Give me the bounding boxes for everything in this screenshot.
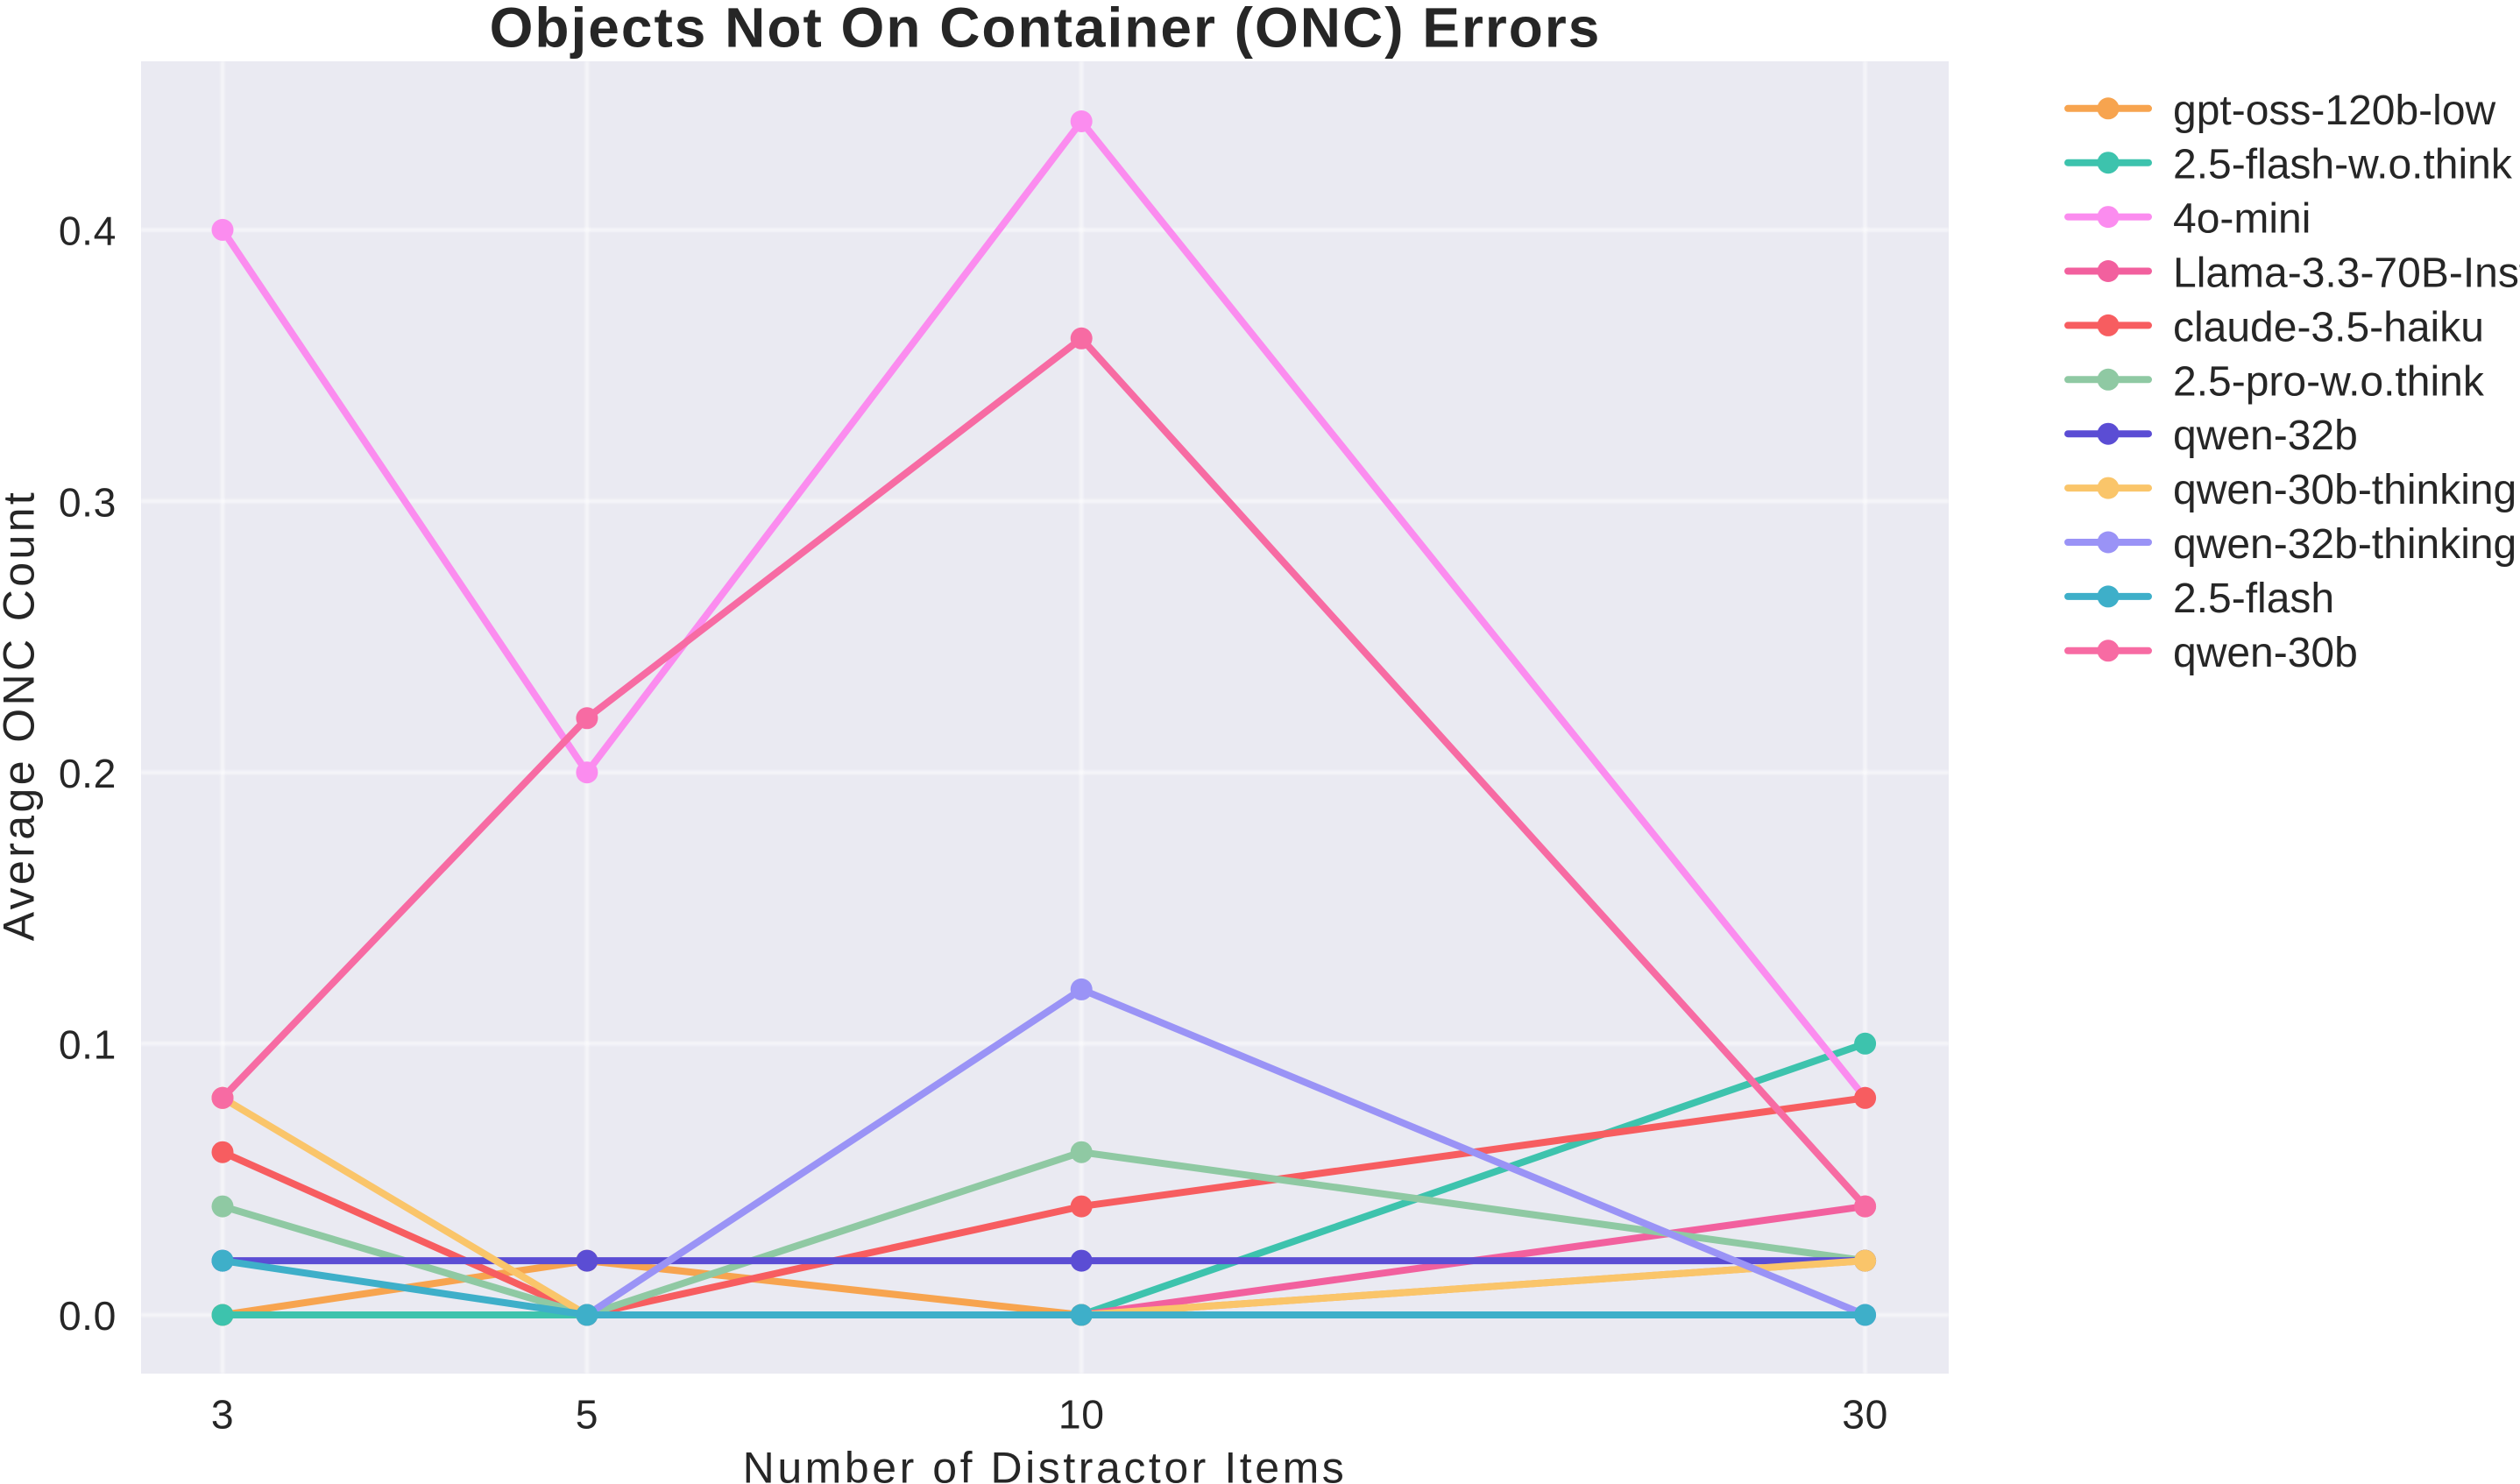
svg-text:claude-3.5-haiku: claude-3.5-haiku	[2173, 304, 2484, 350]
svg-text:Llama-3.3-70B-Instruct: Llama-3.3-70B-Instruct	[2173, 251, 2520, 297]
svg-text:2.5-pro-w.o.think: 2.5-pro-w.o.think	[2173, 358, 2485, 405]
svg-text:0.0: 0.0	[59, 1293, 117, 1339]
svg-text:Objects Not On Container (ONC): Objects Not On Container (ONC) Errors	[490, 0, 1602, 60]
svg-text:0.4: 0.4	[59, 208, 117, 254]
svg-text:0.3: 0.3	[59, 479, 117, 525]
svg-text:5: 5	[576, 1392, 598, 1438]
svg-text:2.5-flash-w.o.think: 2.5-flash-w.o.think	[2173, 142, 2513, 188]
svg-text:4o-mini: 4o-mini	[2173, 196, 2311, 243]
svg-text:qwen-32b-thinking: qwen-32b-thinking	[2173, 521, 2516, 568]
svg-text:qwen-30b: qwen-30b	[2173, 630, 2358, 676]
svg-text:Average ONC Count: Average ONC Count	[0, 490, 44, 941]
svg-text:3: 3	[211, 1392, 234, 1438]
svg-text:gpt-oss-120b-low: gpt-oss-120b-low	[2173, 88, 2496, 134]
svg-text:30: 30	[1842, 1392, 1888, 1438]
svg-text:2.5-flash: 2.5-flash	[2173, 576, 2334, 622]
svg-text:10: 10	[1058, 1392, 1105, 1438]
svg-text:0.2: 0.2	[59, 751, 117, 796]
svg-text:qwen-32b: qwen-32b	[2173, 413, 2358, 459]
svg-text:qwen-30b-thinking: qwen-30b-thinking	[2173, 467, 2516, 513]
svg-text:0.1: 0.1	[59, 1022, 117, 1068]
svg-text:Number of Distractor Items: Number of Distractor Items	[743, 1443, 1348, 1484]
